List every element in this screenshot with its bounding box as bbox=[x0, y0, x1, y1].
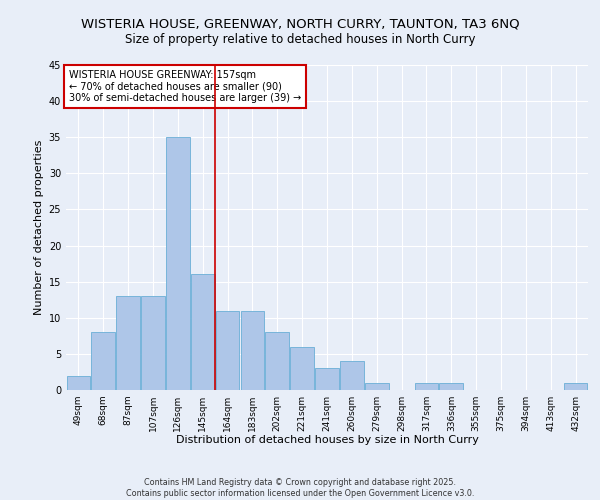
Text: WISTERIA HOUSE GREENWAY: 157sqm
← 70% of detached houses are smaller (90)
30% of: WISTERIA HOUSE GREENWAY: 157sqm ← 70% of… bbox=[68, 70, 301, 103]
Bar bbox=[216, 310, 239, 390]
Bar bbox=[91, 332, 115, 390]
Bar bbox=[439, 383, 463, 390]
Bar bbox=[116, 296, 140, 390]
Text: WISTERIA HOUSE, GREENWAY, NORTH CURRY, TAUNTON, TA3 6NQ: WISTERIA HOUSE, GREENWAY, NORTH CURRY, T… bbox=[80, 18, 520, 30]
X-axis label: Distribution of detached houses by size in North Curry: Distribution of detached houses by size … bbox=[176, 436, 478, 446]
Bar bbox=[191, 274, 215, 390]
Bar bbox=[564, 383, 587, 390]
Bar bbox=[415, 383, 438, 390]
Bar bbox=[67, 376, 90, 390]
Bar bbox=[315, 368, 339, 390]
Bar bbox=[365, 383, 389, 390]
Y-axis label: Number of detached properties: Number of detached properties bbox=[34, 140, 44, 315]
Text: Contains HM Land Registry data © Crown copyright and database right 2025.
Contai: Contains HM Land Registry data © Crown c… bbox=[126, 478, 474, 498]
Bar bbox=[141, 296, 165, 390]
Bar bbox=[241, 310, 264, 390]
Bar bbox=[340, 361, 364, 390]
Bar bbox=[166, 137, 190, 390]
Text: Size of property relative to detached houses in North Curry: Size of property relative to detached ho… bbox=[125, 32, 475, 46]
Bar bbox=[290, 346, 314, 390]
Bar bbox=[265, 332, 289, 390]
